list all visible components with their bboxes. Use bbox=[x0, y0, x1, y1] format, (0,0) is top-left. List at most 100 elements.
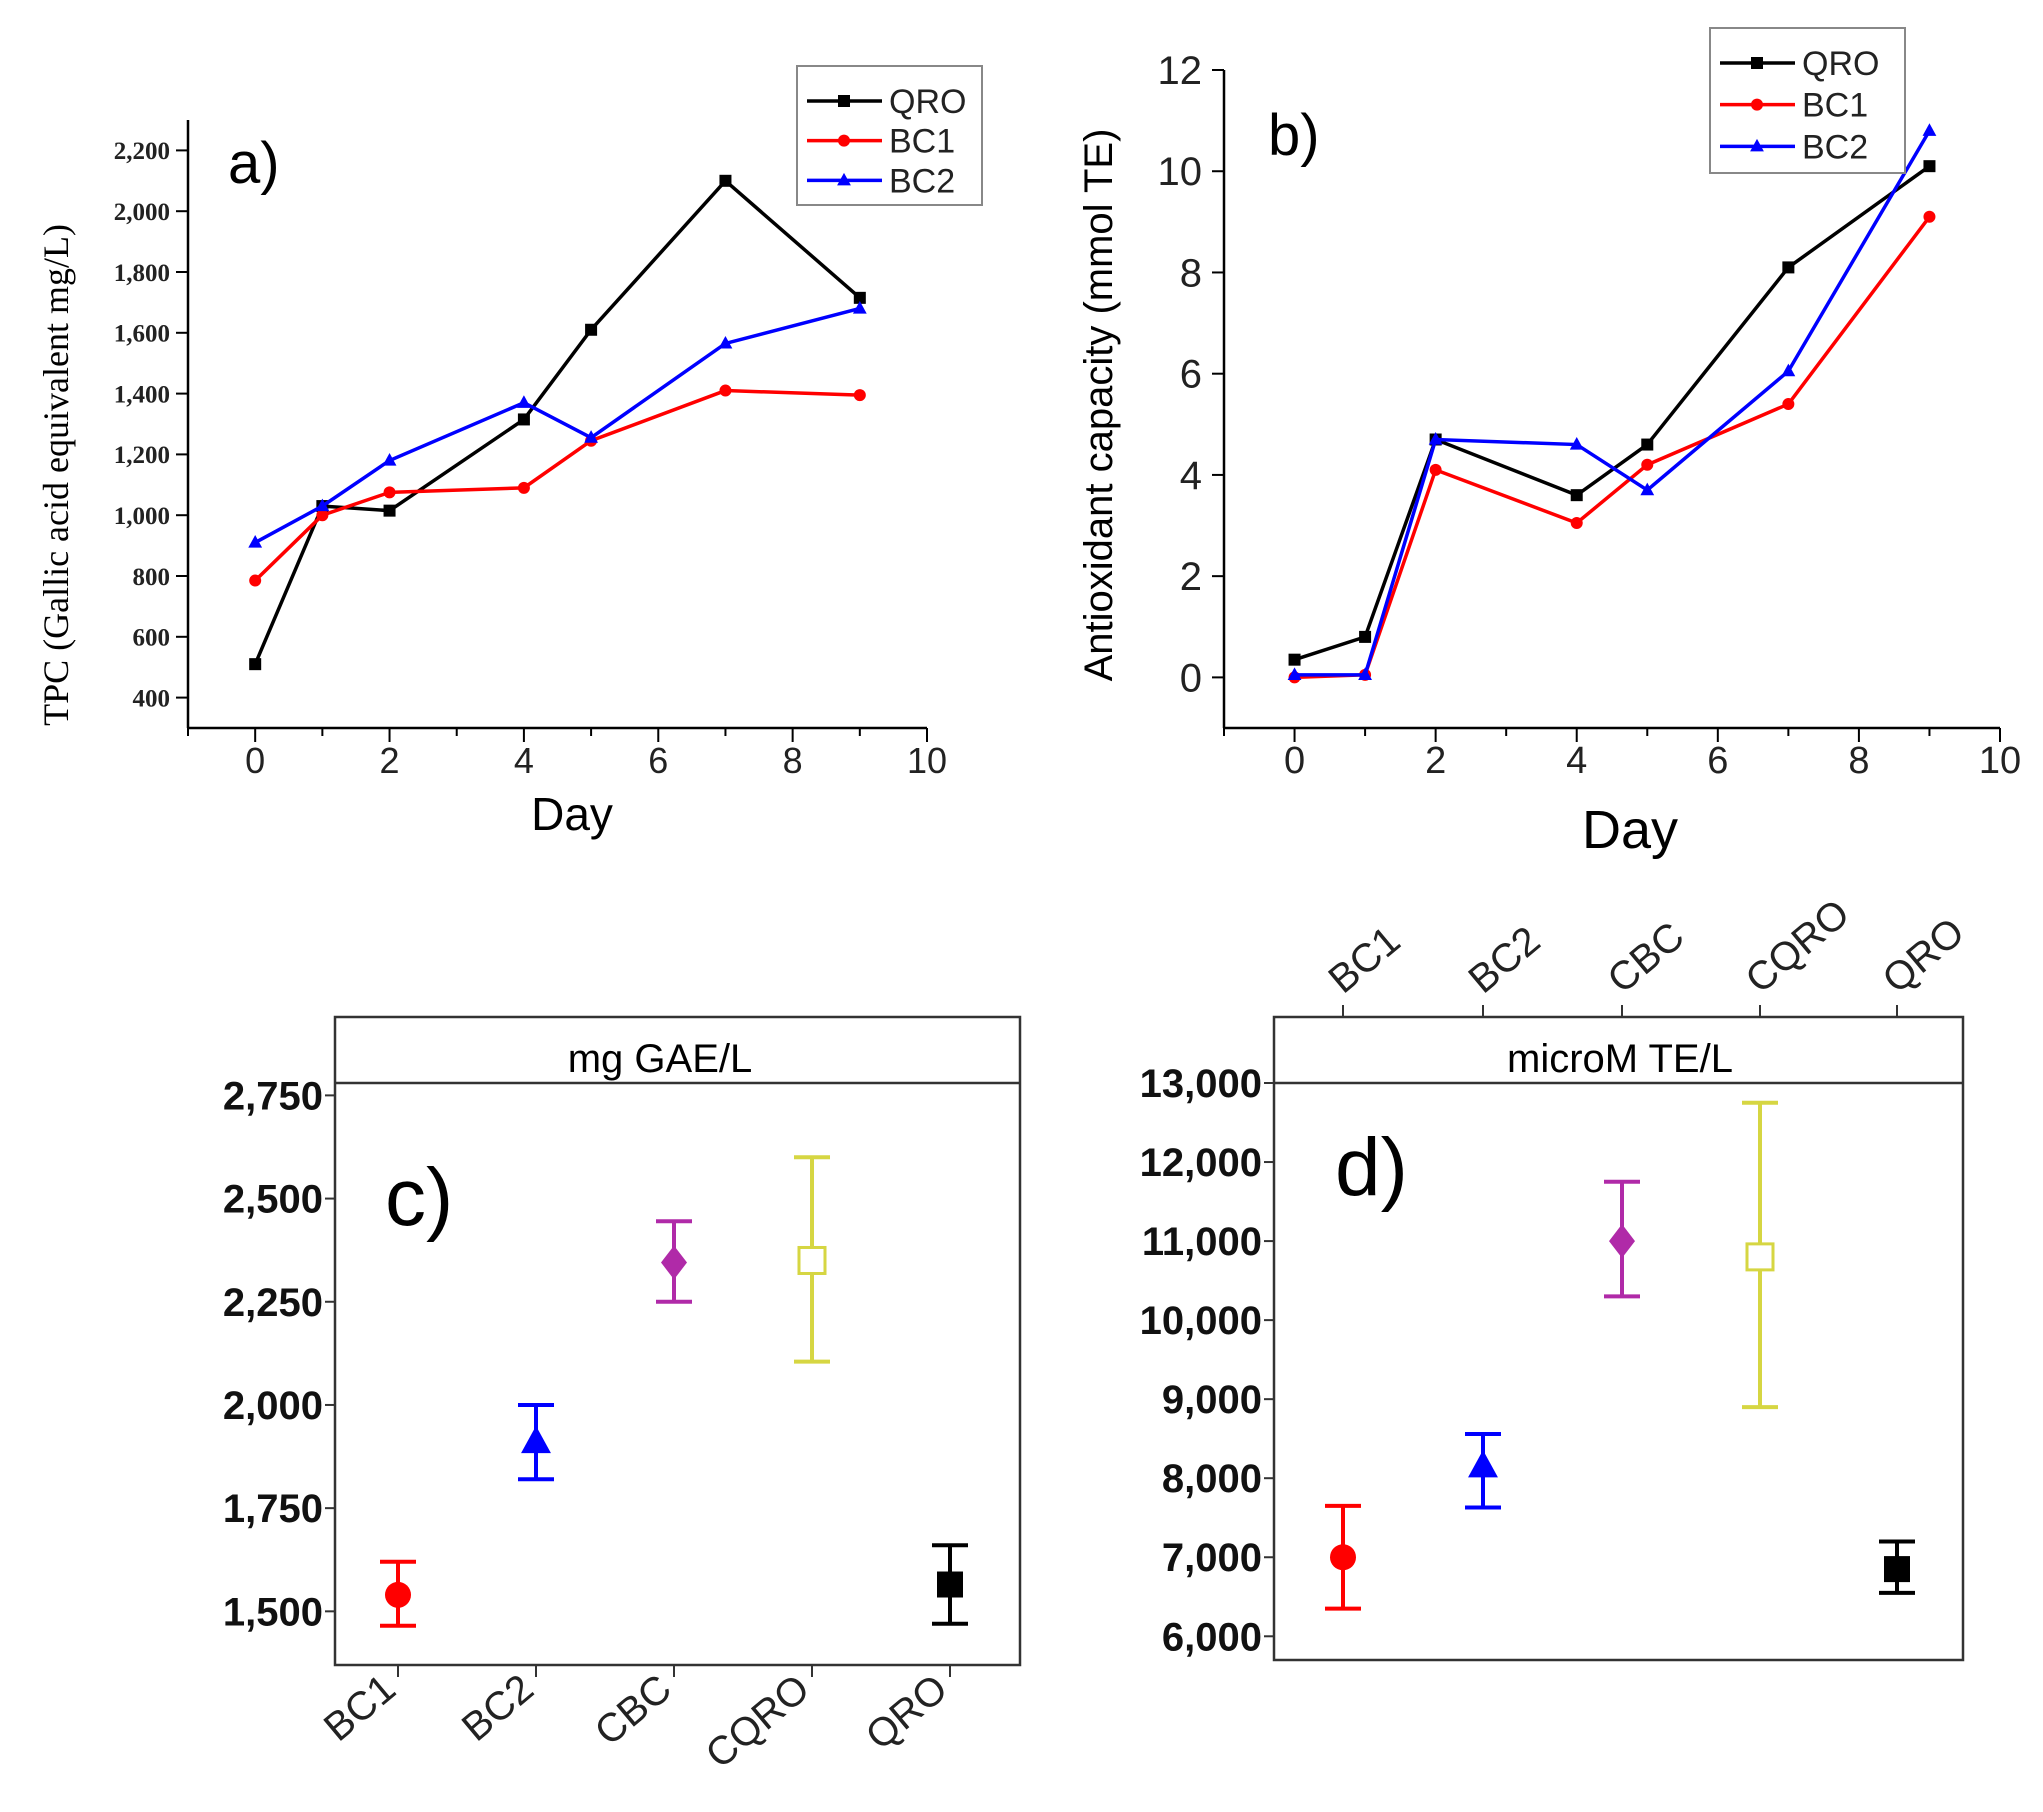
panel-d-microm-te-interval-plot: microM TE/L d) 6,000 7,000 8,000 9,000 10,00… bbox=[1140, 891, 1973, 1662]
panel-b-x-tick-label: 10 bbox=[1979, 740, 2021, 782]
panel-a-x-axis-label: Day bbox=[531, 788, 613, 840]
panel-b-point-bc2 bbox=[1287, 667, 1302, 680]
panel-a-x-tick-label: 6 bbox=[648, 740, 668, 781]
panel-b-point-bc2 bbox=[1358, 667, 1372, 680]
panel-a-x-tick-label: 2 bbox=[380, 740, 400, 781]
panel-a-point-bc1 bbox=[383, 486, 396, 499]
panel-b-point-qro bbox=[1782, 261, 1795, 274]
panel-b-y-tick-label: 0 bbox=[1180, 656, 1202, 700]
panel-a-legend-marker-bc1 bbox=[838, 134, 850, 147]
panel-d-plot-border bbox=[1272, 1015, 1965, 1662]
panel-b-series-bc1-line bbox=[1294, 215, 1931, 680]
panel-a-y-tick-label: 1,400 bbox=[114, 381, 170, 408]
panel-b-y-tick-label: 8 bbox=[1180, 251, 1202, 295]
panel-d-y-tick-label: 13,000 bbox=[1140, 1062, 1262, 1106]
panel-d-category-label: CBC bbox=[1600, 914, 1693, 1002]
panel-a-x-tick-label: 8 bbox=[783, 740, 803, 781]
panel-d-y-tick-label: 9,000 bbox=[1162, 1378, 1262, 1422]
panel-b-y-tick-label: 4 bbox=[1180, 454, 1202, 498]
panel-b-y-tick-label: 10 bbox=[1158, 150, 1203, 194]
panel-a-y-tick-label: 400 bbox=[133, 685, 171, 712]
panel-a-point-bc2 bbox=[718, 335, 733, 349]
panel-c-mean-marker-bc1 bbox=[385, 1581, 411, 1608]
panel-a-legend-label-qro: QRO bbox=[889, 83, 966, 121]
panel-c-y-tick-label: 2,250 bbox=[223, 1281, 323, 1325]
panel-a-point-qro bbox=[517, 413, 530, 426]
panel-a-legend-marker-qro bbox=[838, 95, 850, 107]
panel-d-y-ticks: 6,000 7,000 8,000 9,000 10,000 11,000 12,000 13… bbox=[1140, 1062, 1274, 1659]
panel-d-y-tick-label: 10,000 bbox=[1140, 1299, 1262, 1343]
panel-a-axes bbox=[186, 120, 927, 730]
panel-a-x-tick-label: 0 bbox=[245, 740, 265, 781]
panel-a-y-ticks: 400 600 800 1,000 1,200 1,400 1,600 1,800 2,000 2… bbox=[114, 138, 188, 712]
panel-d-mean-marker-bc2 bbox=[1468, 1450, 1498, 1478]
panel-a-legend-marker-bc2 bbox=[837, 172, 851, 186]
panel-a-y-tick-label: 1,200 bbox=[114, 442, 170, 469]
panel-d-categories: BC1 BC2 CBC CQRO QRO bbox=[1321, 891, 1973, 1017]
panel-a-y-tick-label: 1,600 bbox=[114, 321, 170, 348]
panel-d-category-label: QRO bbox=[1875, 910, 1973, 1002]
panel-d-y-tick-label: 6,000 bbox=[1162, 1615, 1262, 1659]
panel-c-mean-marker-bc2 bbox=[521, 1425, 551, 1454]
panel-b-y-tick-label: 6 bbox=[1180, 353, 1202, 397]
panel-d-label: d) bbox=[1335, 1122, 1408, 1213]
panel-c-frame bbox=[333, 1015, 1022, 1667]
panel-b-antioxidant-line-chart: 0 2 4 6 8 10 0 2 4 6 8 10 12 b) Day Antioxidant cap… bbox=[1077, 27, 2021, 860]
panel-a-point-bc1 bbox=[517, 481, 530, 494]
panel-b-legend-box bbox=[1709, 27, 1906, 174]
panel-b-point-qro bbox=[1641, 438, 1654, 451]
panel-d-y-tick-label: 12,000 bbox=[1140, 1141, 1262, 1185]
panel-a-point-bc1 bbox=[316, 509, 329, 522]
panel-d-title: microM TE/L bbox=[1507, 1037, 1733, 1081]
panel-b-legend-marker-qro bbox=[1751, 57, 1763, 69]
panel-a-series-qro-line bbox=[253, 178, 861, 665]
panel-c-y-tick-label: 1,500 bbox=[223, 1590, 323, 1634]
panel-a-point-bc2 bbox=[315, 498, 330, 512]
panel-c-category-label: CQRO bbox=[698, 1666, 818, 1777]
panel-a-y-tick-label: 2,200 bbox=[114, 138, 170, 165]
panel-a-point-bc1 bbox=[719, 384, 732, 397]
panel-a-y-axis-label: TPC (Gallic acid equivalent mg/L) bbox=[36, 224, 76, 726]
panel-b-x-tick-label: 4 bbox=[1566, 740, 1587, 782]
panel-a-point-bc2 bbox=[852, 300, 867, 314]
panel-b-point-qro bbox=[1288, 653, 1301, 666]
panel-b-legend-label-bc1: BC1 bbox=[1802, 87, 1868, 125]
panel-a-x-tick-label: 10 bbox=[907, 740, 947, 781]
panel-a-point-bc2 bbox=[517, 395, 531, 408]
panel-c-y-tick-label: 2,500 bbox=[223, 1178, 323, 1222]
panel-c-y-tick-label: 1,750 bbox=[223, 1487, 323, 1531]
panel-b-y-tick-label: 2 bbox=[1180, 555, 1202, 599]
panel-b-point-bc1 bbox=[1641, 458, 1654, 471]
panel-b-label: b) bbox=[1268, 103, 1320, 168]
panel-b-y-axis-label: Antioxidant capacity (mmol TE) bbox=[1077, 129, 1121, 682]
panel-a-tpc-line-chart: 0 2 4 6 8 10 400 600 800 1,000 1,200 1,400 1,600 1,8… bbox=[36, 65, 983, 840]
panel-b-legend-label-qro: QRO bbox=[1802, 45, 1879, 83]
panel-b-x-axis-label: Day bbox=[1582, 800, 1678, 860]
panel-b-point-bc1 bbox=[1782, 398, 1795, 411]
panel-b-point-bc1 bbox=[1429, 463, 1442, 476]
panel-a-series bbox=[248, 174, 867, 671]
panel-b-point-bc2 bbox=[1781, 363, 1796, 377]
panel-a-point-bc2 bbox=[248, 535, 263, 548]
panel-b-x-ticks: 0 2 4 6 8 10 bbox=[1223, 728, 2021, 782]
panel-b-point-qro bbox=[1923, 160, 1936, 173]
panel-b-series bbox=[1287, 123, 1937, 684]
panel-b-point-bc1 bbox=[1923, 210, 1936, 223]
panel-a-y-tick-label: 600 bbox=[133, 625, 171, 652]
panel-c-mean-marker-qro bbox=[937, 1571, 963, 1598]
panel-d-mean-marker-qro bbox=[1884, 1556, 1910, 1583]
panel-a-legend-label-bc2: BC2 bbox=[889, 162, 955, 200]
panel-a-y-tick-label: 1,800 bbox=[114, 260, 170, 287]
panel-a-y-tick-label: 1,000 bbox=[114, 503, 170, 530]
panel-d-category-label: BC2 bbox=[1461, 918, 1549, 1002]
panel-b-point-qro bbox=[1570, 489, 1583, 502]
panel-b-point-bc2 bbox=[1428, 431, 1443, 445]
panel-b-point-bc1 bbox=[1570, 517, 1583, 530]
panel-a-point-qro bbox=[853, 291, 866, 304]
panel-b-legend-label-bc2: BC2 bbox=[1802, 128, 1868, 166]
panel-c-mean-marker-cbc bbox=[661, 1245, 687, 1280]
panel-c-title: mg GAE/L bbox=[568, 1037, 753, 1081]
panel-d-points bbox=[1325, 1100, 1915, 1611]
